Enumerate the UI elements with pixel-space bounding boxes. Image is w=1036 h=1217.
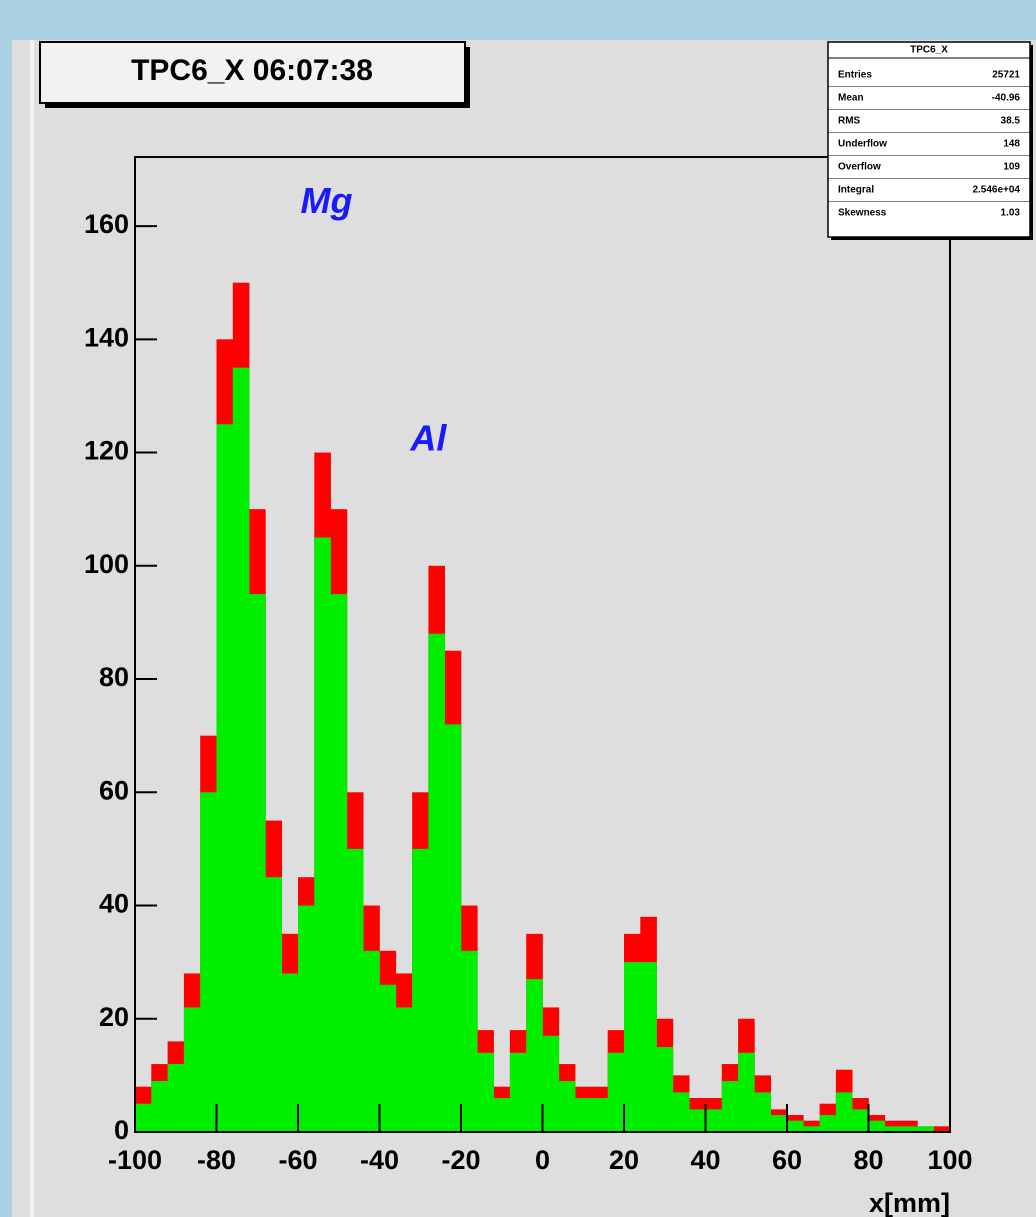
x-tick-label: -40 bbox=[360, 1145, 399, 1175]
y-tick-label: 60 bbox=[99, 775, 129, 805]
bars bbox=[135, 282, 951, 1132]
x-tick-label: -60 bbox=[278, 1145, 317, 1175]
bar bbox=[868, 1120, 886, 1132]
bar bbox=[183, 1007, 201, 1132]
x-tick-label: -80 bbox=[197, 1145, 236, 1175]
bar bbox=[852, 1109, 869, 1132]
bar bbox=[444, 724, 462, 1132]
bar bbox=[200, 792, 217, 1132]
bar bbox=[624, 962, 641, 1132]
bar bbox=[167, 1064, 185, 1132]
bar bbox=[249, 594, 266, 1132]
stats-label: Skewness bbox=[838, 208, 887, 219]
x-tick-label: 80 bbox=[853, 1145, 883, 1175]
bar bbox=[917, 1126, 934, 1132]
bar bbox=[151, 1081, 168, 1132]
bar bbox=[265, 877, 282, 1132]
x-tick-label: -100 bbox=[108, 1145, 162, 1175]
annotation: Al bbox=[409, 418, 447, 459]
bar bbox=[281, 973, 299, 1132]
bar bbox=[509, 1052, 527, 1132]
bar bbox=[738, 1052, 755, 1132]
bar bbox=[428, 633, 445, 1132]
x-tick-label: -20 bbox=[441, 1145, 480, 1175]
y-tick-label: 160 bbox=[84, 209, 129, 239]
bar bbox=[477, 1052, 494, 1132]
stats-value: 38.5 bbox=[1001, 116, 1021, 127]
stats-value: 1.03 bbox=[1001, 208, 1021, 219]
bar bbox=[835, 1092, 853, 1132]
bar bbox=[314, 537, 331, 1132]
y-tick-label: 20 bbox=[99, 1002, 129, 1032]
annotation: Mg bbox=[301, 180, 353, 221]
bar bbox=[787, 1120, 804, 1132]
chart-title: TPC6_X 06:07:38 bbox=[131, 54, 373, 87]
bar bbox=[232, 367, 250, 1132]
bar bbox=[884, 1120, 902, 1132]
bar bbox=[379, 984, 397, 1132]
y-tick-label: 0 bbox=[114, 1115, 129, 1145]
stats-label: RMS bbox=[838, 116, 861, 127]
x-axis-label: x[mm] bbox=[869, 1188, 950, 1217]
bar bbox=[542, 1035, 560, 1132]
bar bbox=[803, 1126, 820, 1132]
stats-value: -40.96 bbox=[992, 93, 1021, 104]
y-tick-label: 140 bbox=[84, 322, 129, 352]
bar bbox=[640, 962, 657, 1132]
bar bbox=[803, 1120, 820, 1132]
bar bbox=[689, 1109, 706, 1132]
bar bbox=[558, 1081, 576, 1132]
bar bbox=[933, 1126, 951, 1132]
x-tick-label: 60 bbox=[772, 1145, 802, 1175]
bar bbox=[754, 1092, 771, 1132]
stats-box bbox=[827, 41, 1031, 238]
y-tick-label: 120 bbox=[84, 436, 129, 466]
bar bbox=[330, 594, 348, 1132]
bar bbox=[346, 848, 364, 1132]
stats-rows: Entries 25721 Mean -40.96 RMS 38.5 Underflow 14… bbox=[828, 70, 1030, 219]
stats-value: 148 bbox=[1003, 139, 1020, 150]
bar bbox=[395, 1007, 413, 1132]
stats-value: 2.546e+04 bbox=[972, 185, 1020, 196]
title-box bbox=[39, 41, 466, 104]
x-tick-label: 40 bbox=[690, 1145, 720, 1175]
x-tick-label: 100 bbox=[927, 1145, 972, 1175]
y-tick-label: 100 bbox=[84, 549, 129, 579]
x-tick-label: 0 bbox=[535, 1145, 550, 1175]
stats-label: Overflow bbox=[838, 162, 881, 173]
x-tick-label: 20 bbox=[609, 1145, 639, 1175]
bar bbox=[135, 1103, 152, 1132]
bar bbox=[216, 424, 234, 1132]
stats-label: Integral bbox=[838, 185, 874, 196]
bar bbox=[493, 1098, 511, 1132]
stats-value: 109 bbox=[1003, 162, 1020, 173]
bar bbox=[672, 1092, 690, 1132]
bar bbox=[901, 1126, 918, 1132]
bar bbox=[298, 905, 315, 1132]
pad-edge bbox=[30, 40, 34, 1217]
bar bbox=[901, 1120, 918, 1132]
bar bbox=[363, 950, 380, 1132]
bar bbox=[770, 1115, 788, 1132]
stats-label: Mean bbox=[838, 93, 864, 104]
bar bbox=[721, 1081, 739, 1132]
y-tick-label: 40 bbox=[99, 889, 129, 919]
bar bbox=[607, 1052, 625, 1132]
stats-value: 25721 bbox=[992, 70, 1020, 81]
bar bbox=[526, 979, 543, 1132]
bar bbox=[705, 1109, 723, 1132]
bar bbox=[884, 1126, 902, 1132]
bar bbox=[461, 950, 478, 1132]
bar bbox=[819, 1115, 837, 1132]
bar bbox=[412, 848, 429, 1132]
bar bbox=[656, 1047, 674, 1132]
stats-label: Underflow bbox=[838, 139, 887, 150]
y-tick-label: 80 bbox=[99, 662, 129, 692]
bar bbox=[575, 1098, 592, 1132]
stats-label: Entries bbox=[838, 70, 872, 81]
bar bbox=[591, 1098, 608, 1132]
stats-title: TPC6_X bbox=[910, 45, 948, 56]
